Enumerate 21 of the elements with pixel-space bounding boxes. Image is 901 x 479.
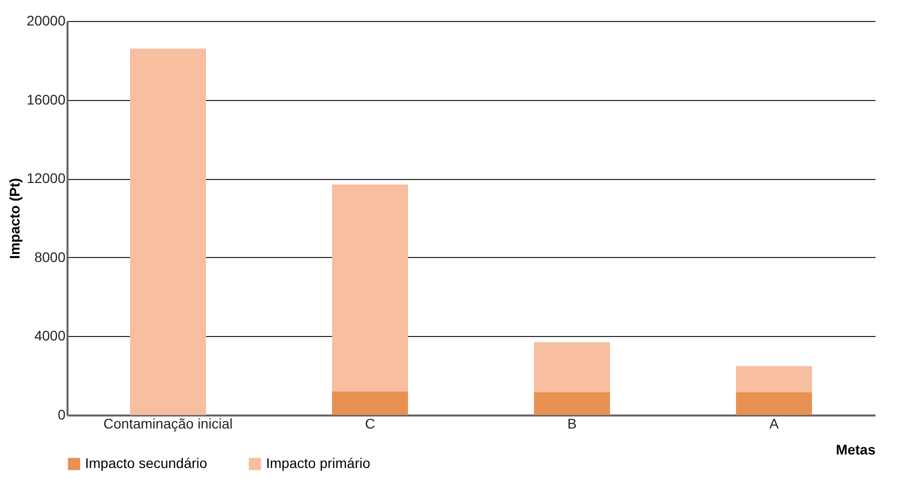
- bar: [332, 184, 408, 392]
- bar: [736, 366, 812, 392]
- bar: [130, 48, 206, 415]
- y-tick-label: 8000: [34, 248, 66, 265]
- x-tick-label: B: [567, 416, 577, 432]
- bar: [332, 391, 408, 415]
- y-axis-title: Impacto (Pt): [6, 178, 23, 259]
- x-tick-label: Contaminação inicial: [103, 416, 233, 432]
- legend-label: Impacto primário: [266, 455, 370, 471]
- x-axis-title: Metas: [836, 442, 876, 458]
- x-tick-label: C: [364, 416, 376, 432]
- y-tick-label: 16000: [26, 91, 66, 108]
- bar: [534, 342, 610, 392]
- legend-label: Impacto secundário: [85, 455, 208, 471]
- y-tick-label: 4000: [34, 328, 66, 344]
- y-tick-label: 0: [58, 406, 66, 422]
- y-tick-label: 20000: [26, 12, 66, 28]
- bar: [534, 392, 610, 415]
- x-tick-label: A: [769, 416, 780, 432]
- bar: [736, 392, 812, 415]
- y-tick-label: 12000: [26, 170, 66, 186]
